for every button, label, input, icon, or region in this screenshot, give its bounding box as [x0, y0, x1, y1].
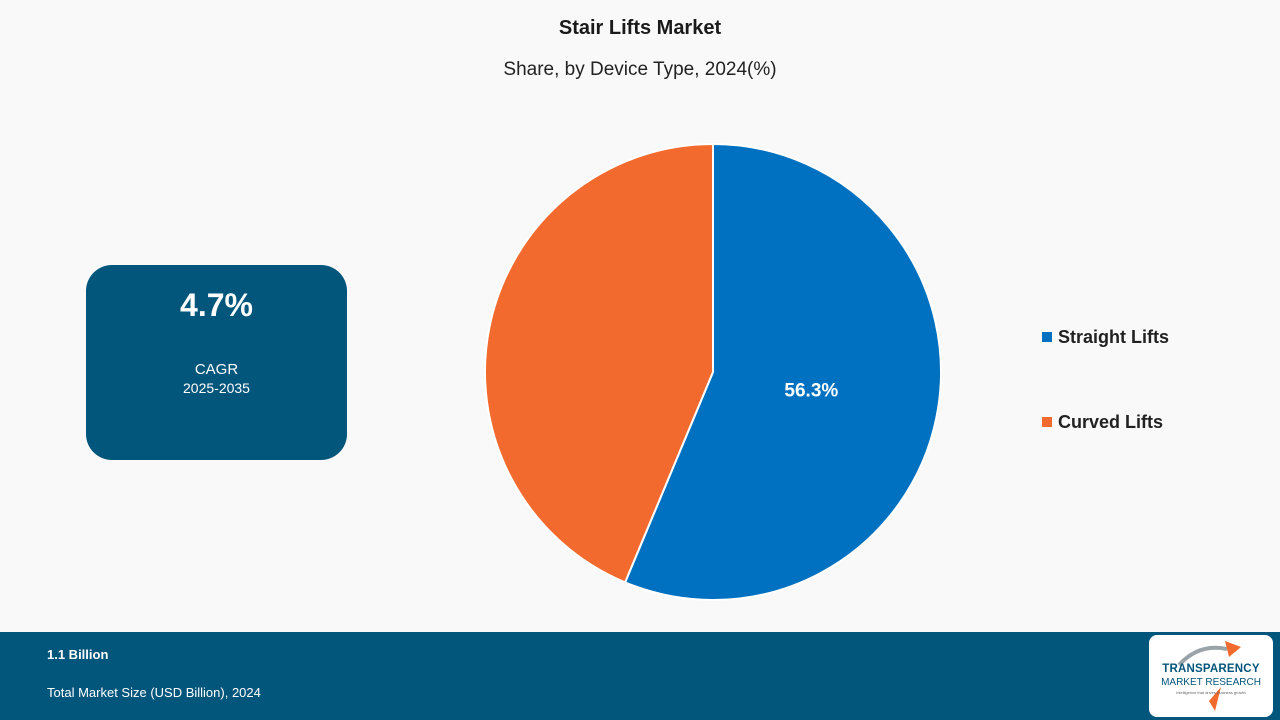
legend-item-straight-lifts: Straight Lifts: [1042, 325, 1169, 349]
chart-title: Stair Lifts Market: [558, 17, 722, 39]
market-size-value: 1.1 Billion: [47, 647, 109, 662]
cagr-label: CAGR: [194, 361, 239, 378]
cagr-value: 4.7%: [180, 287, 253, 323]
company-logo: TRANSPARENCY MARKET RESEARCH Intelligenc…: [1149, 635, 1273, 717]
legend-swatch-straight-lifts: [1042, 332, 1052, 342]
logo-name: TRANSPARENCY: [1162, 663, 1260, 675]
legend-label-curved-lifts: Curved Lifts: [1058, 411, 1164, 432]
legend: Straight Lifts Curved Lifts: [1042, 325, 1169, 434]
logo-name-line2: MARKET RESEARCH: [1161, 677, 1261, 688]
pie-chart: 56.3%: [484, 142, 942, 601]
legend-label-straight-lifts: Straight Lifts: [1058, 326, 1169, 347]
cagr-range: 2025-2035: [183, 380, 250, 396]
chart-subtitle: Share, by Device Type, 2024(%): [503, 59, 777, 80]
pie-slice-curved-lifts: [484, 142, 714, 584]
arrow-logo-icon: [1177, 641, 1241, 711]
pie-data-label-straight-lifts: 56.3%: [784, 381, 838, 402]
legend-swatch-curved-lifts: [1042, 417, 1052, 427]
legend-item-curved-lifts: Curved Lifts: [1042, 410, 1169, 434]
cagr-card: 4.7% CAGR 2025-2035: [86, 265, 347, 460]
market-size-label: Total Market Size (USD Billion), 2024: [47, 685, 261, 700]
footer-bar: 1.1 Billion Total Market Size (USD Billi…: [0, 632, 1280, 720]
pie-slice-straight-lifts: [623, 142, 942, 601]
logo-tagline: Intelligence that drives business growth: [1176, 690, 1246, 695]
